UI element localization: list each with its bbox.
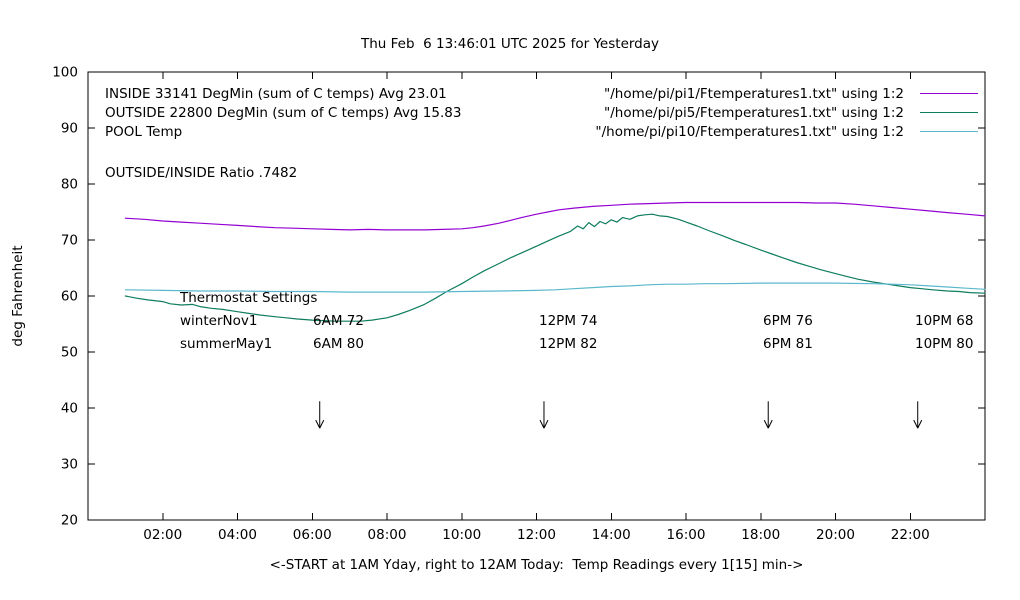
thermostat-winter-12pm: 12PM 74 bbox=[539, 313, 598, 329]
thermostat-arrow-head bbox=[763, 419, 769, 429]
thermostat-arrow-head bbox=[315, 419, 321, 429]
x-tick-label: 02:00 bbox=[143, 527, 182, 543]
series-inside-line bbox=[124, 201, 986, 231]
x-tick-label: 22:00 bbox=[891, 527, 930, 543]
y-tick-label: 90 bbox=[61, 121, 78, 137]
x-tick-label: 14:00 bbox=[592, 527, 631, 543]
x-tick-label: 16:00 bbox=[667, 527, 706, 543]
legend-line-sample bbox=[920, 112, 978, 113]
thermostat-summer-6pm: 6PM 81 bbox=[763, 336, 813, 352]
y-tick-label: 50 bbox=[61, 345, 78, 361]
legend-file-outside: "/home/pi/pi5/Ftemperatures1.txt" using … bbox=[604, 104, 904, 121]
legend-row-outside: OUTSIDE 22800 DegMin (sum of C temps) Av… bbox=[105, 103, 978, 122]
y-tick-label: 30 bbox=[61, 457, 78, 473]
x-tick-label: 08:00 bbox=[368, 527, 407, 543]
legend-line-sample bbox=[920, 131, 978, 132]
legend-label-inside: INSIDE 33141 DegMin (sum of C temps) Avg… bbox=[105, 85, 447, 102]
thermostat-summer-6am: 6AM 80 bbox=[313, 336, 364, 352]
outside-inside-ratio: OUTSIDE/INSIDE Ratio .7482 bbox=[105, 165, 298, 181]
y-tick-label: 40 bbox=[61, 401, 78, 417]
thermostat-heading: Thermostat Settings bbox=[180, 290, 318, 306]
thermostat-summer-name: summerMay1 bbox=[180, 336, 273, 352]
thermostat-arrow-head bbox=[913, 419, 919, 429]
y-tick-label: 100 bbox=[52, 65, 78, 81]
x-axis-label: <-START at 1AM Yday, right to 12AM Today… bbox=[269, 557, 804, 573]
chart-title: Thu Feb 6 13:46:01 UTC 2025 for Yesterda… bbox=[360, 36, 660, 52]
legend-row-inside: INSIDE 33141 DegMin (sum of C temps) Avg… bbox=[105, 84, 978, 103]
y-tick-label: 70 bbox=[61, 233, 78, 249]
thermostat-summer-10pm: 10PM 80 bbox=[915, 336, 974, 352]
thermostat-arrow-head bbox=[767, 419, 773, 429]
legend-file-inside: "/home/pi/pi1/Ftemperatures1.txt" using … bbox=[604, 85, 904, 102]
y-axis-label: deg Fahrenheit bbox=[10, 245, 26, 347]
thermostat-winter-10pm: 10PM 68 bbox=[915, 313, 974, 329]
series-pool-line bbox=[124, 282, 986, 293]
x-tick-label: 12:00 bbox=[517, 527, 556, 543]
thermostat-arrow-head bbox=[319, 419, 325, 429]
x-tick-label: 18:00 bbox=[741, 527, 780, 543]
thermostat-arrow-head bbox=[917, 419, 923, 429]
y-tick-label: 60 bbox=[61, 289, 78, 305]
y-tick-label: 20 bbox=[61, 513, 78, 529]
thermostat-winter-6pm: 6PM 76 bbox=[763, 313, 813, 329]
x-tick-label: 04:00 bbox=[218, 527, 257, 543]
legend-label-pool: POOL Temp bbox=[105, 123, 183, 140]
thermostat-arrow-head bbox=[539, 419, 545, 429]
series-outside-line bbox=[124, 213, 986, 322]
y-tick-label: 80 bbox=[61, 177, 78, 193]
legend-line-sample bbox=[920, 93, 978, 94]
thermostat-arrow-head bbox=[543, 419, 549, 429]
legend-file-pool: "/home/pi/pi10/Ftemperatures1.txt" using… bbox=[595, 123, 904, 140]
legend-label-outside: OUTSIDE 22800 DegMin (sum of C temps) Av… bbox=[105, 104, 462, 121]
x-tick-label: 06:00 bbox=[293, 527, 332, 543]
legend-row-pool: POOL Temp "/home/pi/pi10/Ftemperatures1.… bbox=[105, 122, 978, 141]
thermostat-winter-6am: 6AM 72 bbox=[313, 313, 364, 329]
legend: INSIDE 33141 DegMin (sum of C temps) Avg… bbox=[105, 84, 978, 141]
thermostat-summer-12pm: 12PM 82 bbox=[539, 336, 598, 352]
x-tick-label: 10:00 bbox=[442, 527, 481, 543]
x-tick-label: 20:00 bbox=[816, 527, 855, 543]
thermostat-winter-name: winterNov1 bbox=[180, 313, 258, 329]
